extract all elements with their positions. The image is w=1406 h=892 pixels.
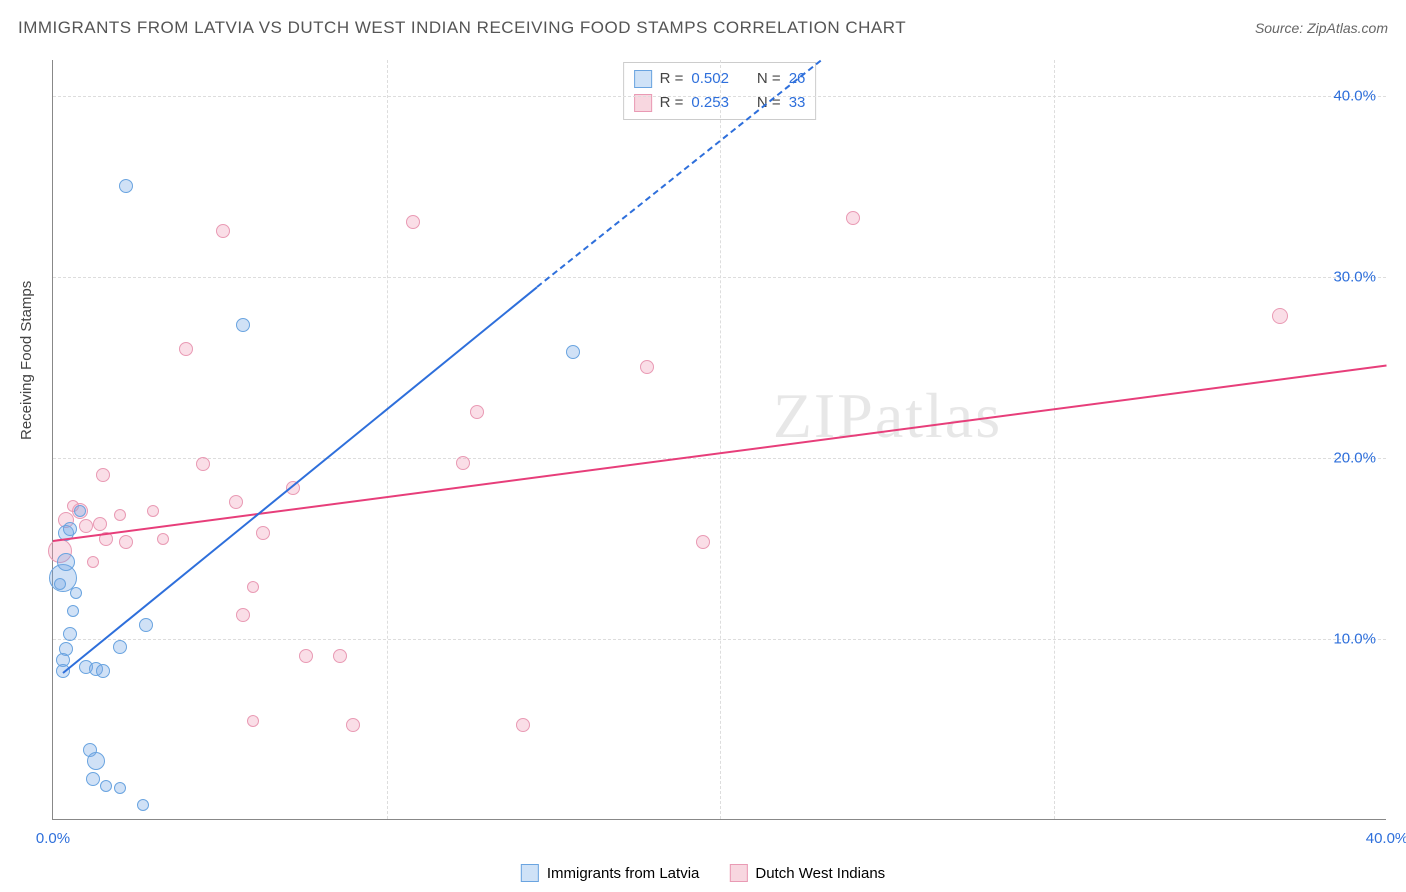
point-dutch bbox=[157, 533, 169, 545]
chart-title: IMMIGRANTS FROM LATVIA VS DUTCH WEST IND… bbox=[18, 18, 906, 38]
swatch-latvia bbox=[634, 70, 652, 88]
trend-line bbox=[62, 286, 537, 673]
point-dutch bbox=[406, 215, 420, 229]
point-dutch bbox=[114, 509, 126, 521]
point-dutch bbox=[147, 505, 159, 517]
point-dutch bbox=[247, 581, 259, 593]
point-dutch bbox=[456, 456, 470, 470]
x-tick-label: 40.0% bbox=[1366, 830, 1406, 847]
point-dutch bbox=[196, 457, 210, 471]
point-dutch bbox=[93, 517, 107, 531]
point-latvia bbox=[63, 627, 77, 641]
point-latvia bbox=[236, 318, 250, 332]
point-dutch bbox=[256, 526, 270, 540]
point-latvia bbox=[137, 799, 149, 811]
point-latvia bbox=[67, 605, 79, 617]
point-dutch bbox=[96, 468, 110, 482]
point-dutch bbox=[346, 718, 360, 732]
point-dutch bbox=[1272, 308, 1288, 324]
point-latvia bbox=[74, 505, 86, 517]
point-dutch bbox=[299, 649, 313, 663]
y-tick-label: 20.0% bbox=[1333, 450, 1376, 467]
point-dutch bbox=[470, 405, 484, 419]
point-latvia bbox=[114, 782, 126, 794]
swatch-latvia-icon bbox=[521, 864, 539, 882]
legend-item-dutch: Dutch West Indians bbox=[729, 864, 885, 882]
legend-item-latvia: Immigrants from Latvia bbox=[521, 864, 700, 882]
point-dutch bbox=[333, 649, 347, 663]
point-dutch bbox=[87, 556, 99, 568]
point-dutch bbox=[179, 342, 193, 356]
bottom-legend: Immigrants from Latvia Dutch West Indian… bbox=[521, 864, 885, 882]
scatter-plot: ZIPatlas R = 0.502 N = 26 R = 0.253 N = … bbox=[52, 60, 1386, 820]
point-dutch bbox=[640, 360, 654, 374]
point-latvia bbox=[87, 752, 105, 770]
swatch-dutch-icon bbox=[729, 864, 747, 882]
point-latvia bbox=[96, 664, 110, 678]
source-label: Source: ZipAtlas.com bbox=[1255, 20, 1388, 36]
point-latvia bbox=[566, 345, 580, 359]
point-latvia bbox=[119, 179, 133, 193]
y-axis-title: Receiving Food Stamps bbox=[18, 281, 35, 440]
point-latvia bbox=[57, 553, 75, 571]
x-tick-label: 0.0% bbox=[36, 830, 70, 847]
point-latvia bbox=[139, 618, 153, 632]
point-dutch bbox=[236, 608, 250, 622]
point-latvia bbox=[54, 578, 66, 590]
point-latvia bbox=[70, 587, 82, 599]
y-tick-label: 40.0% bbox=[1333, 88, 1376, 105]
legend-label-latvia: Immigrants from Latvia bbox=[547, 865, 700, 882]
point-dutch bbox=[516, 718, 530, 732]
y-tick-label: 30.0% bbox=[1333, 269, 1376, 286]
point-dutch bbox=[119, 535, 133, 549]
point-dutch bbox=[846, 211, 860, 225]
point-dutch bbox=[229, 495, 243, 509]
legend-label-dutch: Dutch West Indians bbox=[755, 865, 885, 882]
point-dutch bbox=[216, 224, 230, 238]
point-latvia bbox=[100, 780, 112, 792]
point-dutch bbox=[696, 535, 710, 549]
point-dutch bbox=[79, 519, 93, 533]
point-latvia bbox=[113, 640, 127, 654]
point-dutch bbox=[247, 715, 259, 727]
point-latvia bbox=[86, 772, 100, 786]
point-latvia bbox=[63, 522, 77, 536]
y-tick-label: 10.0% bbox=[1333, 631, 1376, 648]
